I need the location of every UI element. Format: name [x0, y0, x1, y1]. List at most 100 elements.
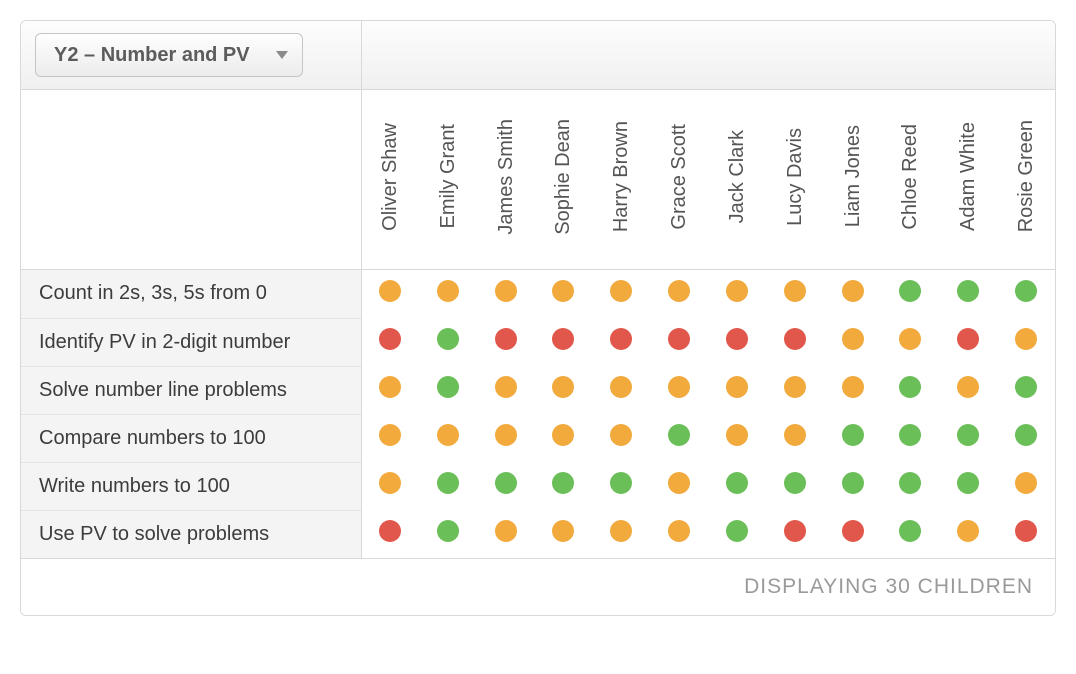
student-name: Rosie Green: [1016, 104, 1036, 248]
objective-label: Compare numbers to 100: [21, 414, 361, 462]
objective-label: Count in 2s, 3s, 5s from 0: [21, 270, 361, 319]
status-cell[interactable]: [534, 462, 592, 510]
status-cell[interactable]: [766, 318, 824, 366]
status-cell[interactable]: [477, 318, 535, 366]
student-header[interactable]: James Smith: [477, 90, 535, 270]
status-cell[interactable]: [708, 318, 766, 366]
status-cell[interactable]: [534, 318, 592, 366]
student-header[interactable]: Chloe Reed: [881, 90, 939, 270]
status-dot: [899, 472, 921, 494]
status-cell[interactable]: [881, 510, 939, 559]
status-cell[interactable]: [534, 510, 592, 559]
status-cell[interactable]: [881, 270, 939, 319]
status-cell[interactable]: [708, 366, 766, 414]
status-cell[interactable]: [419, 270, 477, 319]
status-cell[interactable]: [997, 366, 1055, 414]
status-cell[interactable]: [592, 318, 650, 366]
status-cell[interactable]: [592, 414, 650, 462]
status-cell[interactable]: [997, 414, 1055, 462]
status-cell[interactable]: [361, 318, 419, 366]
status-dot: [668, 376, 690, 398]
status-cell[interactable]: [650, 510, 708, 559]
status-cell[interactable]: [650, 318, 708, 366]
status-dot: [784, 424, 806, 446]
table-row: Use PV to solve problems: [21, 510, 1055, 559]
status-cell[interactable]: [477, 414, 535, 462]
status-dot: [610, 328, 632, 350]
status-cell[interactable]: [766, 366, 824, 414]
student-header[interactable]: Adam White: [939, 90, 997, 270]
status-cell[interactable]: [881, 366, 939, 414]
status-cell[interactable]: [939, 270, 997, 319]
status-cell[interactable]: [824, 414, 882, 462]
status-cell[interactable]: [534, 366, 592, 414]
status-cell[interactable]: [419, 366, 477, 414]
status-cell[interactable]: [361, 366, 419, 414]
student-header[interactable]: Harry Brown: [592, 90, 650, 270]
status-dot: [957, 424, 979, 446]
student-header[interactable]: Lucy Davis: [766, 90, 824, 270]
status-cell[interactable]: [592, 366, 650, 414]
status-dot: [957, 376, 979, 398]
status-dot: [726, 328, 748, 350]
status-cell[interactable]: [361, 270, 419, 319]
assessment-grid-panel: Y2 – Number and PV Oliver ShawEmily Gran…: [20, 20, 1056, 616]
status-cell[interactable]: [592, 270, 650, 319]
status-cell[interactable]: [650, 270, 708, 319]
status-cell[interactable]: [824, 270, 882, 319]
status-cell[interactable]: [534, 414, 592, 462]
status-cell[interactable]: [708, 510, 766, 559]
status-cell[interactable]: [708, 270, 766, 319]
status-cell[interactable]: [419, 414, 477, 462]
status-cell[interactable]: [650, 462, 708, 510]
status-cell[interactable]: [881, 462, 939, 510]
status-cell[interactable]: [477, 366, 535, 414]
status-cell[interactable]: [939, 414, 997, 462]
status-cell[interactable]: [939, 366, 997, 414]
status-cell[interactable]: [419, 510, 477, 559]
status-cell[interactable]: [592, 510, 650, 559]
student-header[interactable]: Rosie Green: [997, 90, 1055, 270]
status-dot: [495, 328, 517, 350]
status-cell[interactable]: [824, 366, 882, 414]
status-cell[interactable]: [824, 318, 882, 366]
status-cell[interactable]: [939, 318, 997, 366]
status-dot: [726, 280, 748, 302]
status-cell[interactable]: [534, 270, 592, 319]
status-cell[interactable]: [592, 462, 650, 510]
status-cell[interactable]: [824, 462, 882, 510]
status-dot: [552, 376, 574, 398]
student-header[interactable]: Liam Jones: [824, 90, 882, 270]
student-header[interactable]: Jack Clark: [708, 90, 766, 270]
status-cell[interactable]: [939, 462, 997, 510]
status-cell[interactable]: [766, 414, 824, 462]
status-cell[interactable]: [477, 270, 535, 319]
status-cell[interactable]: [881, 318, 939, 366]
status-cell[interactable]: [361, 510, 419, 559]
status-cell[interactable]: [361, 414, 419, 462]
status-cell[interactable]: [997, 318, 1055, 366]
status-cell[interactable]: [477, 462, 535, 510]
status-cell[interactable]: [650, 414, 708, 462]
student-header[interactable]: Sophie Dean: [534, 90, 592, 270]
status-cell[interactable]: [997, 510, 1055, 559]
topic-dropdown[interactable]: Y2 – Number and PV: [35, 33, 303, 77]
status-cell[interactable]: [997, 270, 1055, 319]
status-cell[interactable]: [361, 462, 419, 510]
status-cell[interactable]: [708, 462, 766, 510]
status-cell[interactable]: [766, 462, 824, 510]
status-cell[interactable]: [650, 366, 708, 414]
status-cell[interactable]: [419, 318, 477, 366]
status-cell[interactable]: [477, 510, 535, 559]
status-cell[interactable]: [824, 510, 882, 559]
student-header[interactable]: Emily Grant: [419, 90, 477, 270]
student-header[interactable]: Grace Scott: [650, 90, 708, 270]
status-cell[interactable]: [997, 462, 1055, 510]
status-cell[interactable]: [881, 414, 939, 462]
status-cell[interactable]: [939, 510, 997, 559]
status-cell[interactable]: [419, 462, 477, 510]
status-cell[interactable]: [766, 270, 824, 319]
status-cell[interactable]: [766, 510, 824, 559]
student-header[interactable]: Oliver Shaw: [361, 90, 419, 270]
status-cell[interactable]: [708, 414, 766, 462]
